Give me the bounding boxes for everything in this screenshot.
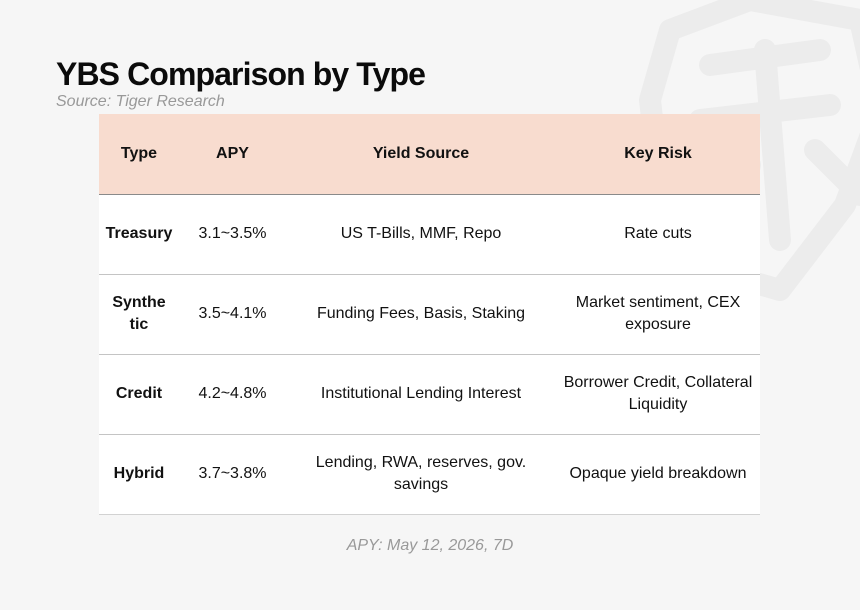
key-risk-cell: Borrower Credit, Collateral Liquidity bbox=[556, 354, 760, 435]
apy-footnote: APY: May 12, 2026, 7D bbox=[346, 537, 514, 554]
column-header-apy: APY bbox=[179, 114, 286, 195]
key-risk-cell: Rate cuts bbox=[556, 194, 760, 275]
yield-source-cell: Funding Fees, Basis, Staking bbox=[286, 274, 556, 355]
comparison-table: Type APY Yield Source Key Risk Treasury … bbox=[99, 114, 760, 515]
table-row: Hybrid 3.7~3.8% Lending, RWA, reserves, … bbox=[99, 434, 760, 515]
type-cell: Hybrid bbox=[99, 434, 179, 515]
apy-cell: 4.2~4.8% bbox=[179, 354, 286, 435]
apy-cell: 3.5~4.1% bbox=[179, 274, 286, 355]
type-cell: Credit bbox=[99, 354, 179, 435]
page-title: YBS Comparison by Type bbox=[56, 56, 426, 92]
column-header-type: Type bbox=[99, 114, 179, 195]
yield-source-cell: US T-Bills, MMF, Repo bbox=[286, 194, 556, 275]
apy-cell: 3.1~3.5% bbox=[179, 194, 286, 275]
yield-source-cell: Institutional Lending Interest bbox=[286, 354, 556, 435]
table-row: Treasury 3.1~3.5% US T-Bills, MMF, Repo … bbox=[99, 194, 760, 275]
apy-cell: 3.7~3.8% bbox=[179, 434, 286, 515]
column-header-key-risk: Key Risk bbox=[556, 114, 760, 195]
table-header-row: Type APY Yield Source Key Risk bbox=[99, 114, 760, 195]
yield-source-cell: Lending, RWA, reserves, gov. savings bbox=[286, 434, 556, 515]
key-risk-cell: Opaque yield breakdown bbox=[556, 434, 760, 515]
type-cell: Synthe tic bbox=[99, 274, 179, 355]
page-subtitle: Source: Tiger Research bbox=[56, 93, 225, 110]
type-cell: Treasury bbox=[99, 194, 179, 275]
key-risk-cell: Market sentiment, CEX exposure bbox=[556, 274, 760, 355]
table-row: Synthe tic 3.5~4.1% Funding Fees, Basis,… bbox=[99, 274, 760, 355]
table-row: Credit 4.2~4.8% Institutional Lending In… bbox=[99, 354, 760, 435]
column-header-yield-source: Yield Source bbox=[286, 114, 556, 195]
